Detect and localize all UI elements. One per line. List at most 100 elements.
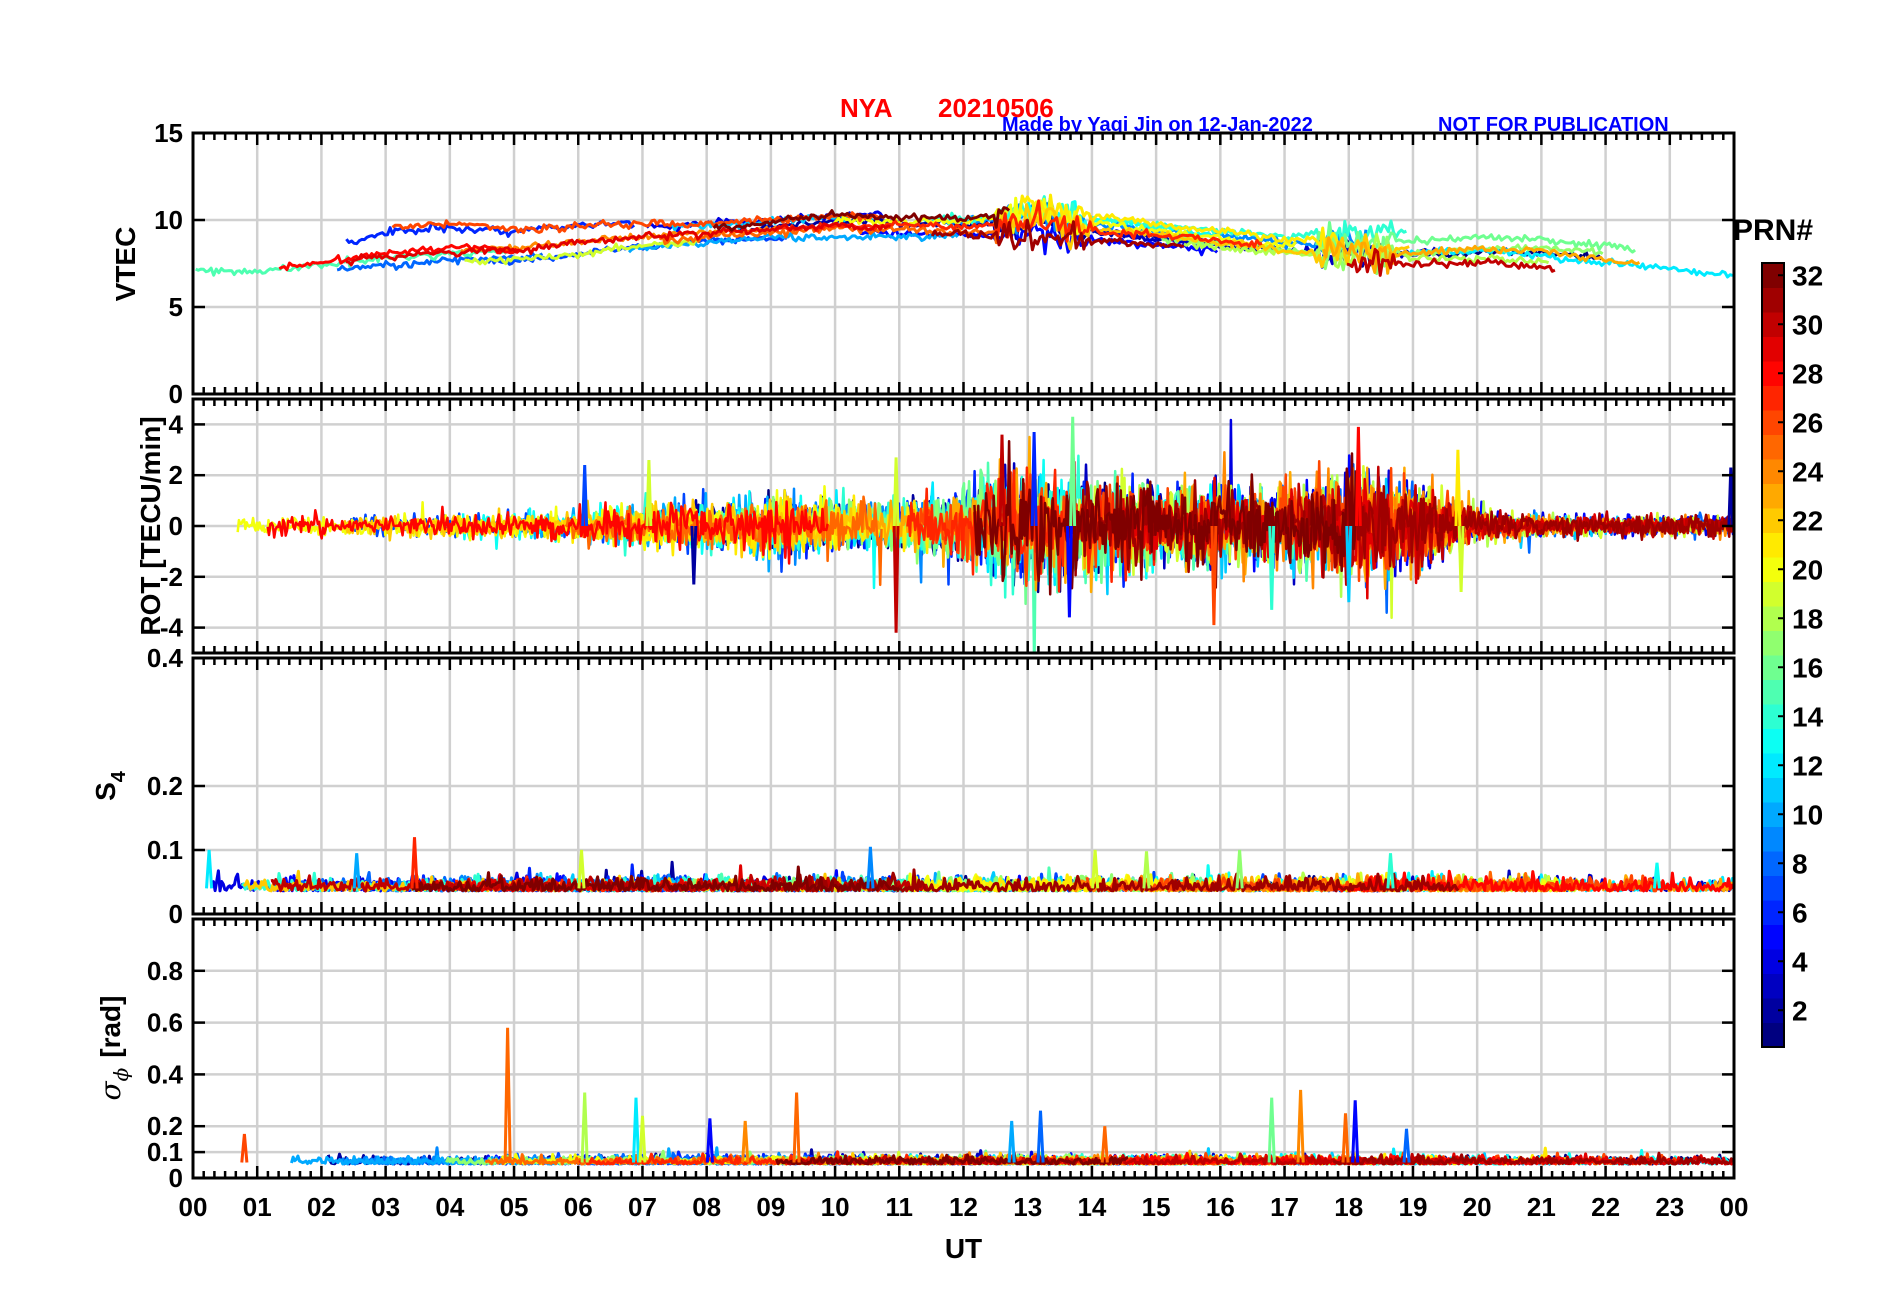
colorbar-segment bbox=[1762, 998, 1784, 1023]
spike-6 bbox=[1142, 851, 1151, 889]
colorbar-segment bbox=[1762, 508, 1784, 533]
phi-subscript: ϕ bbox=[109, 1067, 133, 1081]
panel-vtec: 0 5 10 15 VTEC bbox=[110, 118, 1736, 409]
colorbar-segment bbox=[1762, 581, 1784, 607]
spike-3 bbox=[577, 849, 586, 889]
spike-2 bbox=[690, 525, 698, 585]
y-axis-label: S4 bbox=[90, 770, 130, 801]
spike-7 bbox=[1235, 849, 1244, 889]
x-tick-label: 05 bbox=[500, 1192, 529, 1222]
y-tick-label: 0.6 bbox=[147, 1008, 183, 1038]
y-tick-label: 0.2 bbox=[147, 1111, 183, 1141]
spike-12 bbox=[1345, 525, 1353, 603]
y-axis-label-subscript: 4 bbox=[108, 770, 130, 782]
spike-4 bbox=[892, 457, 900, 527]
series-line-prn23 bbox=[1322, 236, 1641, 275]
colorbar-tick-label: 14 bbox=[1792, 701, 1824, 732]
colorbar-segment bbox=[1762, 826, 1784, 852]
colorbar-tick-label: 24 bbox=[1792, 456, 1824, 487]
colorbar-segment bbox=[1762, 777, 1784, 803]
colorbar-segment bbox=[1762, 875, 1784, 901]
x-axis: 00 01 02 03 04 05 06 07 08 09 10 11 12 13 14 15 16 17 18 19… bbox=[179, 1192, 1749, 1264]
series-line-prn5 bbox=[859, 218, 1219, 257]
colorbar-segment bbox=[1762, 1022, 1784, 1048]
colorbar-segment bbox=[1762, 704, 1784, 729]
spike-0 bbox=[205, 849, 214, 889]
series-line-prn26 bbox=[918, 459, 1553, 588]
colorbar-segment bbox=[1762, 900, 1784, 925]
colorbar-tick-label: 22 bbox=[1792, 505, 1823, 536]
colorbar-segment bbox=[1762, 606, 1784, 631]
spike-11 bbox=[1341, 1113, 1350, 1163]
colorbar-segment bbox=[1762, 802, 1784, 827]
y-tick-label: 0 bbox=[169, 379, 183, 409]
y-tick-label: 0.2 bbox=[147, 771, 183, 801]
colorbar-tick-label: 12 bbox=[1792, 750, 1823, 781]
spike-8 bbox=[1036, 1110, 1045, 1163]
x-tick-label: 10 bbox=[821, 1192, 850, 1222]
colorbar-segment bbox=[1762, 753, 1784, 778]
spike-4 bbox=[866, 846, 875, 889]
colorbar-tick-label: 10 bbox=[1792, 799, 1823, 830]
spike-6 bbox=[1030, 431, 1038, 527]
x-tick-label: 16 bbox=[1206, 1192, 1235, 1222]
series-line-prn32 bbox=[410, 865, 901, 893]
spike-13 bbox=[1454, 449, 1462, 527]
spike-10 bbox=[1268, 525, 1276, 610]
x-tick-label: 11 bbox=[886, 1192, 914, 1222]
series-line-prn31 bbox=[1064, 460, 1734, 579]
colorbar-tick-label: 20 bbox=[1792, 554, 1823, 585]
colorbar-tick-label: 8 bbox=[1792, 848, 1808, 879]
spike-6 bbox=[792, 1092, 801, 1163]
y-tick-label: 10 bbox=[154, 205, 183, 235]
x-tick-label: 07 bbox=[628, 1192, 657, 1222]
series-line-prn31 bbox=[1333, 1151, 1734, 1166]
spike-0 bbox=[503, 1027, 512, 1163]
spike-3 bbox=[892, 525, 900, 633]
spike-3 bbox=[638, 1115, 647, 1163]
y-tick-label: -4 bbox=[160, 613, 184, 643]
spike-1 bbox=[580, 1092, 589, 1163]
x-tick-label: 04 bbox=[435, 1192, 464, 1222]
colorbar-segment bbox=[1762, 361, 1784, 386]
series-line-prn32 bbox=[712, 206, 1011, 232]
x-tick-label: 21 bbox=[1527, 1192, 1556, 1222]
series-line-prn28 bbox=[278, 243, 520, 272]
credit-text: Made by Yaqi Jin on 12-Jan-2022 bbox=[1002, 114, 1313, 136]
series-line-prn19 bbox=[464, 238, 700, 266]
y-axis-label: VTEC bbox=[110, 227, 141, 302]
colorbar-segment bbox=[1762, 459, 1784, 484]
notice-text: NOT FOR PUBLICATION bbox=[1438, 114, 1669, 136]
series-line-prn31 bbox=[930, 218, 1185, 252]
colorbar-segment bbox=[1762, 532, 1784, 558]
colorbar-segment bbox=[1762, 679, 1784, 705]
y-axis-label: σϕ [rad] bbox=[94, 996, 133, 1101]
y-tick-label: 0.8 bbox=[147, 956, 183, 986]
sigma-symbol: σ bbox=[94, 1081, 127, 1101]
spike-1 bbox=[352, 853, 361, 889]
series-group bbox=[205, 837, 1734, 893]
y-tick-label: -2 bbox=[160, 562, 183, 592]
colorbar-tick-label: 26 bbox=[1792, 407, 1823, 438]
series-line-prn16 bbox=[1315, 221, 1637, 263]
colorbar-segment bbox=[1762, 263, 1784, 288]
panel-sigma_phi: 00.10.2 0.4 0.6 0.8 σϕ [rad] bbox=[94, 917, 1736, 1193]
series-line-prn29 bbox=[345, 221, 891, 267]
colorbar-segment bbox=[1762, 336, 1784, 362]
y-axis-label-unit: [rad] bbox=[95, 996, 126, 1058]
series-group bbox=[195, 193, 1734, 279]
x-tick-label: 00 bbox=[1720, 1192, 1749, 1222]
panel-s4: 0 0.1 0.2 0.4 S4 bbox=[90, 643, 1736, 929]
y-tick-label: 0 bbox=[169, 511, 183, 541]
series-line-prn30 bbox=[1346, 247, 1556, 277]
colorbar-segment bbox=[1762, 312, 1784, 337]
y-tick-label: 5 bbox=[169, 292, 183, 322]
spike-5 bbox=[741, 1120, 750, 1163]
x-tick-label: 20 bbox=[1463, 1192, 1492, 1222]
spike-9 bbox=[1652, 862, 1661, 889]
spike-0 bbox=[581, 464, 589, 527]
x-tick-label: 12 bbox=[949, 1192, 978, 1222]
x-tick-label: 08 bbox=[692, 1192, 721, 1222]
spike-2 bbox=[410, 837, 419, 889]
